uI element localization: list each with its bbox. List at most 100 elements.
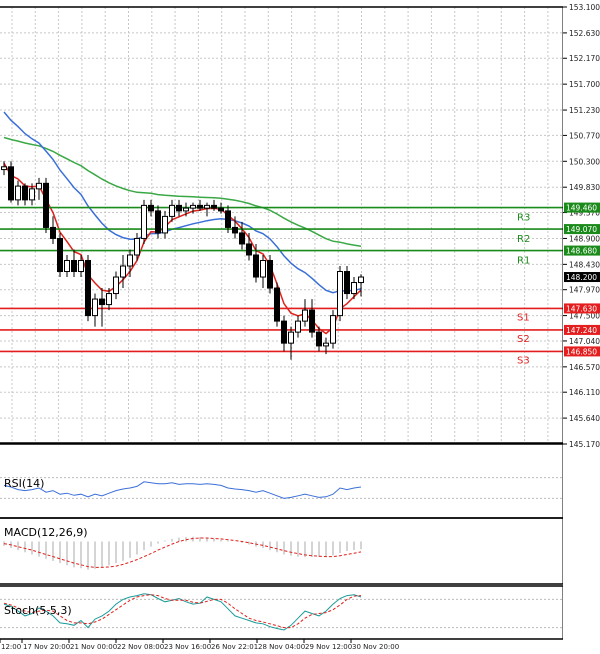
rsi-title: RSI(14)	[4, 477, 44, 490]
candle-down	[71, 259, 77, 273]
candle-up	[92, 298, 98, 317]
candle-up	[288, 331, 294, 344]
s1-price-tag-value: 147.630	[566, 304, 597, 313]
candle-up	[113, 276, 119, 295]
price-grid	[0, 6, 563, 445]
r3-label: R3	[517, 213, 530, 224]
candle-up	[337, 271, 343, 317]
candle-down	[57, 237, 63, 273]
price-tick-label: 147.040	[569, 337, 600, 346]
candle-up	[1, 166, 7, 171]
price-tick-label: 145.640	[569, 414, 600, 423]
r2-label: R2	[517, 234, 530, 245]
candle-up	[162, 215, 168, 234]
price-tick-label: 148.900	[569, 234, 600, 243]
indicator-panes: RSI(14)10070300MACD(12,26,9)0.45050.00-0…	[0, 458, 598, 642]
time-tick-label: 23 Nov 16:00	[164, 643, 211, 651]
s3-label: S3	[517, 355, 530, 366]
candle-up	[302, 309, 308, 322]
r1-price-tag	[564, 245, 600, 256]
stoch-d-line	[3, 594, 362, 629]
s1-label: S1	[517, 312, 530, 323]
candle-down	[197, 204, 203, 209]
candle-down	[148, 204, 154, 212]
candle-up	[351, 282, 357, 295]
candle-up	[358, 276, 364, 284]
price-tick-label: 151.230	[569, 106, 600, 115]
candle-down	[309, 309, 315, 333]
candle-down	[85, 259, 91, 317]
candle-down	[218, 207, 224, 212]
moving-averages	[3, 111, 362, 335]
candle-down	[344, 271, 350, 295]
candle-up	[141, 204, 147, 239]
fast-moving-average-line	[3, 162, 362, 335]
candle-up	[330, 315, 336, 344]
price-tick-label: 149.370	[569, 209, 600, 218]
r1-price-tag-value: 148.680	[566, 247, 597, 256]
candle-up	[323, 342, 329, 347]
current-price-tag	[564, 272, 600, 283]
time-tick-label: 30 Nov 20:00	[352, 643, 399, 651]
price-tick-label: 150.300	[569, 157, 600, 166]
s3-price-tag-value: 146.850	[566, 347, 597, 356]
price-tick-label: 148.430	[569, 260, 600, 269]
price-tick-label: 152.630	[569, 29, 600, 38]
candle-down	[22, 185, 28, 201]
candle-up	[169, 204, 175, 217]
candle-down	[232, 226, 238, 234]
candle-down	[50, 226, 56, 239]
candle-down	[281, 320, 287, 344]
r3-price-tag-value: 149.460	[566, 204, 597, 213]
price-tick-label: 152.170	[569, 54, 600, 63]
price-tick-label: 149.830	[569, 183, 600, 192]
candle-down	[211, 204, 217, 209]
r1-label: R1	[517, 256, 530, 267]
macd-signal-line	[3, 537, 362, 568]
candle-down	[246, 243, 252, 256]
time-tick-label: 22 Nov 08:00	[117, 643, 164, 651]
candle-up	[204, 204, 210, 209]
price-tick-label: 150.770	[569, 131, 600, 140]
time-tick-label: 17 Nov 20:00	[23, 643, 70, 651]
price-axis: 153.100 152.630 152.170 151.700 151.230 150.7…	[563, 0, 600, 654]
candle-up	[134, 237, 140, 256]
price-tick-label: 147.970	[569, 286, 600, 295]
candle-up	[127, 254, 133, 267]
candle-down	[253, 254, 259, 278]
s2-price-tag	[564, 324, 600, 335]
candle-down	[8, 166, 14, 201]
r2-price-tag	[564, 224, 600, 235]
price-tick-label: 146.110	[569, 388, 600, 397]
candle-up	[15, 185, 21, 201]
s2-label: S2	[517, 334, 530, 345]
candle-down	[225, 210, 231, 228]
time-tick-label: 26 Nov 22:01	[211, 643, 258, 651]
candle-down	[176, 204, 182, 212]
candle-up	[29, 188, 35, 201]
time-axis: 12:00 17 Nov 20:00 21 Nov 00:00 22 Nov 08:0…	[0, 639, 399, 651]
r3-price-tag	[564, 202, 600, 213]
time-tick-label: 12:00	[1, 643, 21, 651]
r2-price-tag-value: 149.070	[566, 225, 597, 234]
candle-down	[43, 182, 49, 228]
candle-down	[316, 331, 322, 347]
candle-down	[274, 287, 280, 322]
price-tick-label: 153.100	[569, 3, 600, 12]
time-tick-label: 28 Nov 04:00	[258, 643, 305, 651]
candle-down	[99, 298, 105, 306]
candle-up	[78, 259, 84, 273]
candle-up	[183, 207, 189, 212]
time-tick-label: 21 Nov 00:00	[70, 643, 117, 651]
candle-up	[190, 204, 196, 209]
candle-up	[106, 293, 112, 306]
price-tick-label: 147.500	[569, 312, 600, 321]
stoch-title: Stoch(5,5,3)	[4, 604, 72, 617]
s3-price-tag	[564, 346, 600, 357]
candle-up	[260, 259, 266, 278]
s2-price-tag-value: 147.240	[566, 326, 597, 335]
candle-down	[267, 259, 273, 289]
macd-title: MACD(12,26,9)	[4, 526, 88, 539]
candle-down	[239, 232, 245, 245]
candle-up	[36, 182, 42, 190]
